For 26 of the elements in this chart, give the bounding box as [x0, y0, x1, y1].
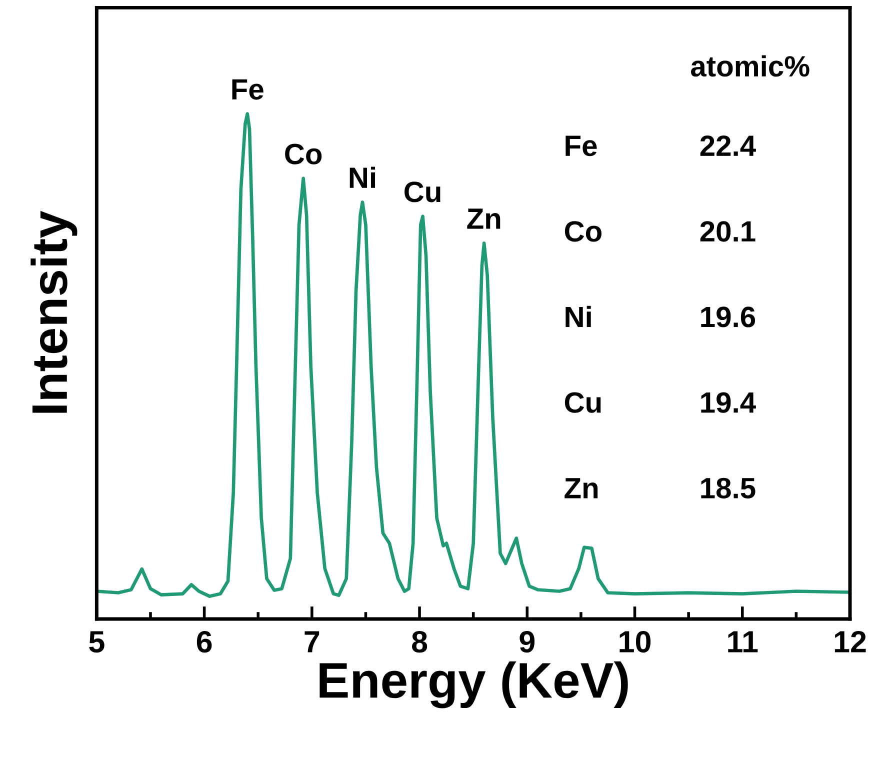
annotation: 20.1	[700, 221, 756, 242]
annotation: Cu	[404, 182, 440, 202]
x-tick-label: 12	[834, 630, 866, 652]
annotation: 19.6	[701, 306, 756, 328]
annotation: Zn	[467, 208, 500, 229]
annotation: Co	[564, 221, 602, 242]
x-tick-label: 10	[620, 630, 651, 653]
annotation: Fe	[566, 136, 597, 156]
annotation: Cu	[564, 392, 601, 413]
annotation: Ni	[566, 306, 591, 328]
annotation: Ni	[350, 166, 376, 188]
x-tick-label: 11	[728, 631, 758, 652]
x-axis-title: Energy (KeV)	[320, 661, 628, 708]
annotation: 19.4	[701, 392, 756, 413]
x-tick-label: 9	[520, 630, 535, 653]
x-tick-label: 8	[412, 630, 428, 653]
x-tick-label: 7	[304, 631, 320, 652]
x-tick-label: 5	[89, 631, 104, 653]
annotation: Fe	[232, 79, 264, 100]
annotation: Co	[285, 144, 322, 164]
annotation: Zn	[564, 478, 598, 498]
x-tick-label: 6	[196, 630, 212, 653]
annotation: 22.4	[700, 135, 756, 156]
annotation: 18.5	[701, 478, 756, 498]
text: atomic%	[690, 55, 810, 77]
y-axis-title: Intensity	[30, 210, 78, 413]
